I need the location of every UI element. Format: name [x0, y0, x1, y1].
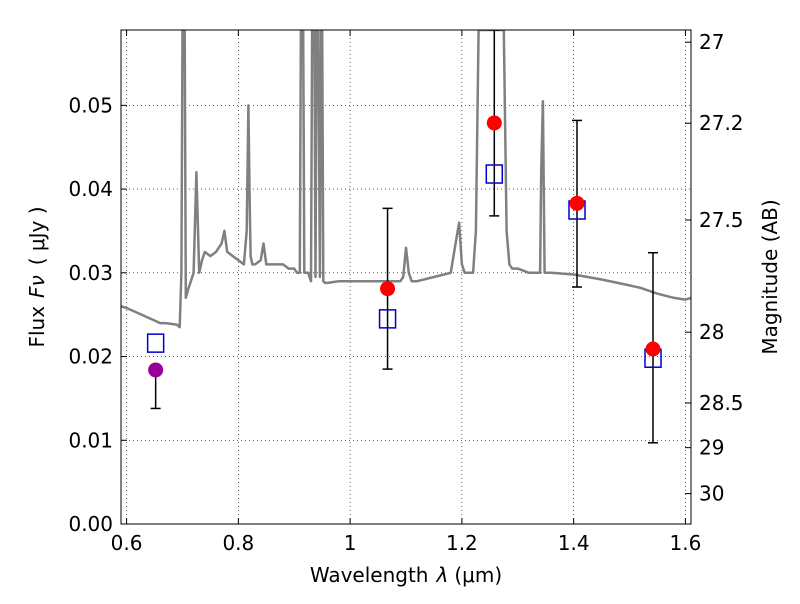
plot-background — [121, 30, 691, 524]
y-tick-label: 0.00 — [68, 512, 113, 536]
spectrum-line — [121, 30, 691, 329]
observed-flux-point — [486, 115, 502, 131]
y-tick-label: 0.01 — [68, 428, 113, 452]
x-tick-label: 1.2 — [446, 531, 478, 555]
observed-flux-point — [569, 195, 585, 211]
y2-axis-ticks: 27 27.2 27.5 28 28.5 29 30 — [685, 30, 744, 506]
y-tick-label: 0.04 — [68, 177, 113, 201]
x-tick-label: 1.6 — [670, 531, 702, 555]
y2-tick-label: 27.2 — [699, 111, 744, 135]
y2-tick-label: 28 — [699, 320, 724, 344]
model-flux-square — [485, 164, 504, 184]
plot-frame — [120, 29, 692, 525]
y-tick-label: 0.03 — [68, 261, 113, 285]
y2-tick-label: 27 — [699, 30, 724, 54]
x-tick-label: 1.4 — [558, 531, 590, 555]
y2-tick-label: 29 — [699, 436, 724, 460]
model-flux-square — [378, 309, 397, 329]
x-tick-label: 0.6 — [111, 531, 143, 555]
y-axis-label: FluxFν( μJy ) — [25, 206, 49, 347]
x-tick-label: 1 — [344, 531, 357, 555]
y2-tick-label: 30 — [699, 482, 724, 506]
y-tick-label: 0.02 — [68, 345, 113, 369]
x-axis-label: Wavelength λ (μm) — [310, 563, 502, 587]
y2-tick-label: 28.5 — [699, 391, 744, 415]
observed-flux-point — [380, 281, 396, 297]
y2-axis-label: Magnitude (AB) — [758, 199, 782, 354]
y-tick-label: 0.05 — [68, 93, 113, 117]
y2-tick-label: 27.5 — [699, 208, 744, 232]
observed-flux-point — [645, 341, 661, 357]
marker-layer — [146, 115, 662, 378]
model-flux-square — [146, 333, 165, 353]
x-tick-label: 0.8 — [222, 531, 254, 555]
spectrum-layer — [121, 30, 691, 329]
x-axis-ticks: 0.6 0.8 1 1.2 1.4 1.6 — [111, 30, 702, 555]
observed-flux-point — [148, 362, 164, 378]
y-axis-ticks: 0.00 0.01 0.02 0.03 0.04 0.05 — [68, 93, 127, 536]
